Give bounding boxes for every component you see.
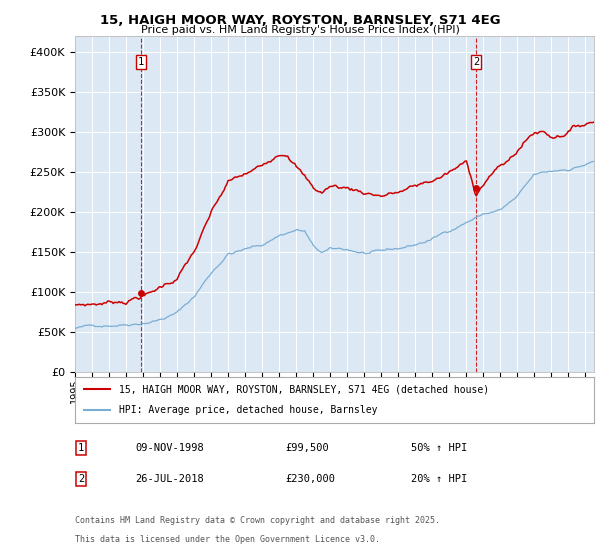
Text: Price paid vs. HM Land Registry's House Price Index (HPI): Price paid vs. HM Land Registry's House … xyxy=(140,25,460,35)
Text: Contains HM Land Registry data © Crown copyright and database right 2025.: Contains HM Land Registry data © Crown c… xyxy=(75,516,440,525)
Text: 26-JUL-2018: 26-JUL-2018 xyxy=(135,474,204,484)
Text: 2: 2 xyxy=(473,57,479,67)
Text: 50% ↑ HPI: 50% ↑ HPI xyxy=(411,443,467,453)
Text: 09-NOV-1998: 09-NOV-1998 xyxy=(135,443,204,453)
Text: £99,500: £99,500 xyxy=(285,443,329,453)
Text: HPI: Average price, detached house, Barnsley: HPI: Average price, detached house, Barn… xyxy=(119,405,377,416)
Text: This data is licensed under the Open Government Licence v3.0.: This data is licensed under the Open Gov… xyxy=(75,535,380,544)
Text: 20% ↑ HPI: 20% ↑ HPI xyxy=(411,474,467,484)
Text: 2: 2 xyxy=(78,474,84,484)
Text: £230,000: £230,000 xyxy=(285,474,335,484)
Text: 1: 1 xyxy=(137,57,144,67)
Text: 15, HAIGH MOOR WAY, ROYSTON, BARNSLEY, S71 4EG (detached house): 15, HAIGH MOOR WAY, ROYSTON, BARNSLEY, S… xyxy=(119,384,489,394)
Text: 1: 1 xyxy=(78,443,84,453)
Text: 15, HAIGH MOOR WAY, ROYSTON, BARNSLEY, S71 4EG: 15, HAIGH MOOR WAY, ROYSTON, BARNSLEY, S… xyxy=(100,14,500,27)
